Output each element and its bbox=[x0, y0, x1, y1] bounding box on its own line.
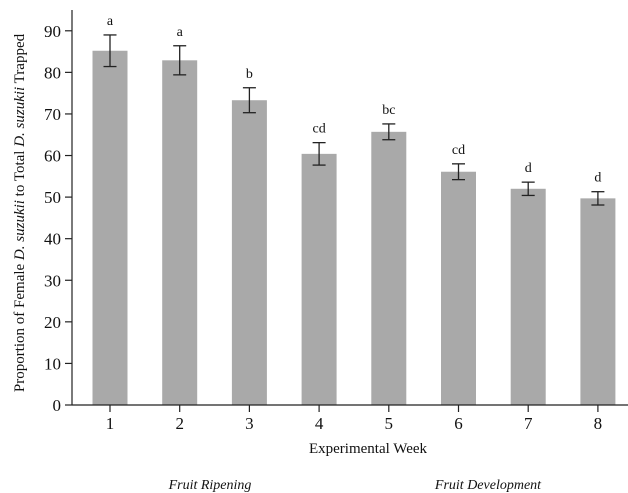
x-tick-label-8: 8 bbox=[594, 414, 603, 433]
y-axis-title-part-2: to Total bbox=[12, 147, 28, 200]
error-bar-week-8 bbox=[591, 191, 605, 206]
y-axis-title: Proportion of Female D. suzukii to Total… bbox=[12, 33, 28, 392]
significance-label-week-3: b bbox=[246, 67, 253, 82]
bar-week-2 bbox=[162, 60, 198, 406]
bar-week-8 bbox=[580, 198, 616, 405]
significance-label-week-2: a bbox=[177, 25, 184, 40]
x-tick-label-2: 2 bbox=[175, 414, 184, 433]
error-bars-group bbox=[103, 34, 605, 206]
y-tick-label-0: 0 bbox=[53, 396, 62, 415]
x-tick-label-7: 7 bbox=[524, 414, 533, 433]
bar-week-6 bbox=[441, 171, 476, 405]
bars-group bbox=[92, 50, 616, 406]
y-tick-label-50: 50 bbox=[44, 188, 61, 207]
x-tick-label-1: 1 bbox=[106, 414, 115, 433]
error-bar-week-5 bbox=[382, 123, 396, 141]
y-tick-label-40: 40 bbox=[44, 230, 61, 249]
bar-week-5 bbox=[371, 131, 407, 406]
y-axis: 0 10 20 30 40 50 60 70 80 90 bbox=[44, 10, 73, 415]
error-bar-week-3 bbox=[242, 87, 256, 114]
bar-week-3 bbox=[231, 100, 267, 405]
bar-week-1 bbox=[92, 50, 128, 405]
x-tick-label-6: 6 bbox=[454, 414, 463, 433]
annotation-fruit-ripening: Fruit Ripening bbox=[168, 478, 252, 493]
significance-label-week-1: a bbox=[107, 14, 114, 29]
error-bar-week-1 bbox=[103, 34, 117, 68]
x-tick-label-4: 4 bbox=[315, 414, 324, 433]
y-tick-label-80: 80 bbox=[44, 63, 61, 82]
x-tick-label-3: 3 bbox=[245, 414, 254, 433]
x-tick-label-5: 5 bbox=[385, 414, 394, 433]
y-tick-label-90: 90 bbox=[44, 22, 61, 41]
bar-week-4 bbox=[301, 153, 337, 405]
significance-label-week-7: d bbox=[525, 161, 532, 176]
bar-week-7 bbox=[510, 188, 546, 405]
significance-label-week-6: cd bbox=[452, 143, 465, 158]
error-bar-week-7 bbox=[521, 181, 535, 197]
x-axis-title: Experimental Week bbox=[309, 441, 428, 457]
significance-label-week-8: d bbox=[594, 171, 601, 186]
y-tick-label-60: 60 bbox=[44, 147, 61, 166]
y-tick-label-30: 30 bbox=[44, 271, 61, 290]
annotation-fruit-development: Fruit Development bbox=[434, 478, 542, 493]
error-bar-week-2 bbox=[173, 45, 187, 76]
y-axis-title-part-3: D. suzukii bbox=[12, 87, 28, 148]
x-axis: 1 2 3 4 5 6 7 8 bbox=[72, 404, 628, 433]
error-bar-week-6 bbox=[452, 163, 465, 181]
y-tick-label-20: 20 bbox=[44, 313, 61, 332]
y-axis-title-part-0: Proportion of Female bbox=[12, 260, 28, 392]
y-axis-title-part-1: D. suzukii bbox=[12, 200, 28, 261]
y-tick-label-10: 10 bbox=[44, 354, 61, 373]
significance-label-week-4: cd bbox=[312, 122, 325, 137]
significance-labels-group: a a b cd bc cd d d bbox=[107, 14, 602, 186]
significance-label-week-5: bc bbox=[382, 103, 395, 118]
error-bar-week-4 bbox=[312, 141, 326, 166]
y-tick-label-70: 70 bbox=[44, 105, 61, 124]
y-axis-title-part-4: Trapped bbox=[12, 33, 28, 86]
